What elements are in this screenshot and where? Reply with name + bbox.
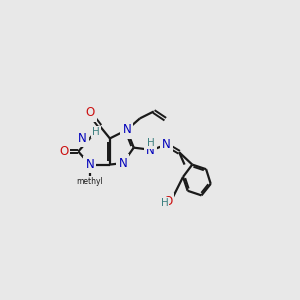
Text: N: N — [162, 138, 170, 151]
Text: O: O — [85, 106, 94, 119]
Text: methyl: methyl — [76, 177, 103, 186]
Text: H: H — [147, 138, 154, 148]
Text: N: N — [122, 123, 131, 136]
Text: O: O — [163, 195, 172, 208]
Text: N: N — [146, 144, 155, 157]
Text: H: H — [161, 198, 168, 208]
Text: N: N — [85, 158, 94, 171]
Text: N: N — [118, 157, 127, 169]
Text: N: N — [78, 132, 87, 145]
Text: H: H — [92, 127, 100, 137]
Text: O: O — [59, 145, 68, 158]
